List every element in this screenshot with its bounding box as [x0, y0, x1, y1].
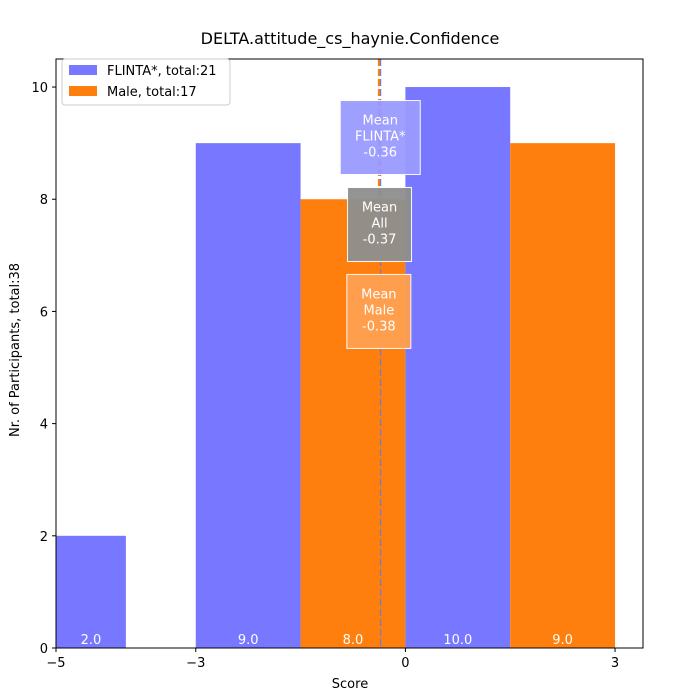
bar-label-1-0: 8.0 [343, 633, 364, 648]
mean-text-flinta-1: FLINTA* [355, 130, 406, 145]
mean-text-flinta-2: -0.36 [363, 146, 397, 161]
chart-title: DELTA.attitude_cs_haynie.Confidence [201, 29, 500, 49]
bar-label-0-1: 9.0 [238, 633, 259, 648]
legend-entry-0: FLINTA*, total:21 [107, 64, 217, 79]
y-axis-label: Nr. of Participants, total:38 [8, 263, 23, 437]
y-tick-label: 0 [40, 642, 48, 657]
mean-text-all-2: -0.37 [363, 232, 397, 247]
bar-label-0-2: 10.0 [443, 633, 472, 648]
bar-1-0 [300, 199, 406, 648]
legend-frame [61, 58, 231, 106]
y-tick-label: 6 [40, 305, 48, 320]
bars-layer: 2.0 9.0 10.0 8.0 9.0 [56, 87, 616, 649]
bar-0-1 [195, 143, 301, 648]
x-tick-label: −3 [186, 656, 205, 671]
bar-1-1 [510, 143, 616, 648]
mean-text-all-1: All [371, 216, 387, 231]
mean-text-male-2: -0.38 [362, 319, 396, 334]
x-tick-label: −5 [46, 656, 65, 671]
plot-frame [55, 58, 644, 649]
y-tick-label: 10 [31, 81, 48, 96]
legend-swatch-1 [69, 86, 97, 96]
bar-label-1-1: 9.0 [552, 633, 573, 648]
x-tick-label: 3 [611, 656, 619, 671]
bar-0-2 [405, 87, 511, 649]
legend: FLINTA*, total:21 Male, total:17 [61, 58, 231, 106]
mean-text-all-0: Mean [362, 200, 397, 215]
mean-lines-layer: MeanFLINTA*-0.36MeanAll-0.37MeanMale-0.3… [339, 59, 421, 648]
y-tick-label: 4 [40, 418, 48, 433]
mean-box-male [346, 273, 412, 349]
mean-text-male-1: Male [363, 303, 394, 318]
mean-box-all [347, 186, 413, 262]
x-axis-label: Score [332, 677, 368, 692]
mean-text-male-0: Mean [361, 287, 396, 302]
bar-label-0-0: 2.0 [81, 633, 102, 648]
mean-box-flinta [339, 100, 421, 176]
mean-text-flinta-0: Mean [363, 114, 398, 129]
axes-layer: −5 −3 0 3 0 2 4 6 8 10 [31, 58, 644, 671]
bar-0-0 [56, 535, 126, 648]
y-tick-label: 2 [40, 530, 48, 545]
legend-swatch-0 [69, 65, 97, 75]
x-tick-label: 0 [401, 656, 409, 671]
y-tick-label: 8 [40, 193, 48, 208]
legend-entry-1: Male, total:17 [107, 85, 197, 100]
